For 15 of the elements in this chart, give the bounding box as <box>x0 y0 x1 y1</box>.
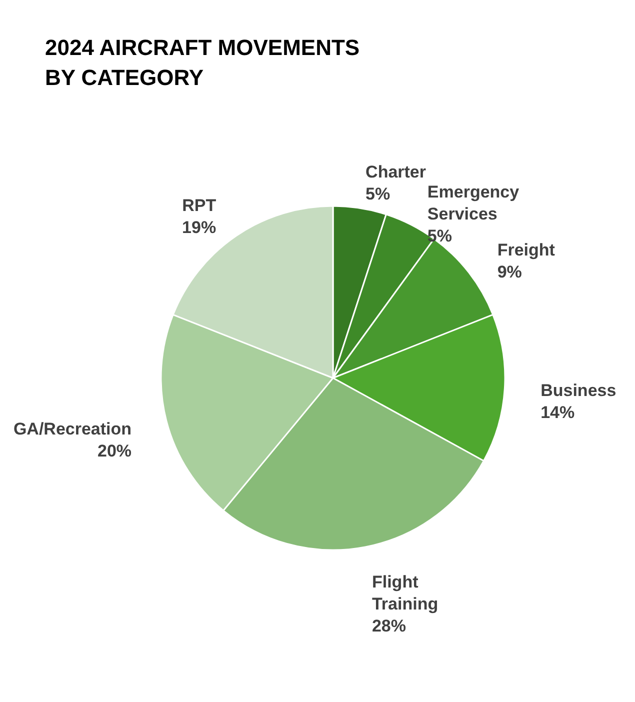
data-label: 9% <box>497 262 522 282</box>
slice-label: Flight Training <box>372 572 438 614</box>
data-label: 19% <box>182 218 216 237</box>
slice-label: Emergency Services <box>427 182 520 224</box>
slice-label: GA/Recreation <box>13 420 132 439</box>
slice-label: Business <box>540 381 616 400</box>
slice-label: RPT <box>182 196 217 215</box>
data-label: 5% <box>427 226 452 246</box>
data-label: 5% <box>366 184 390 204</box>
data-label: 14% <box>540 403 575 422</box>
slice-label: Charter <box>366 162 426 182</box>
data-label: 20% <box>98 442 132 461</box>
chart-title: 2024 AIRCRAFT MOVEMENTS BY CATEGORY <box>45 35 360 90</box>
data-label: 28% <box>372 616 406 636</box>
slice-label: Freight <box>497 240 556 260</box>
